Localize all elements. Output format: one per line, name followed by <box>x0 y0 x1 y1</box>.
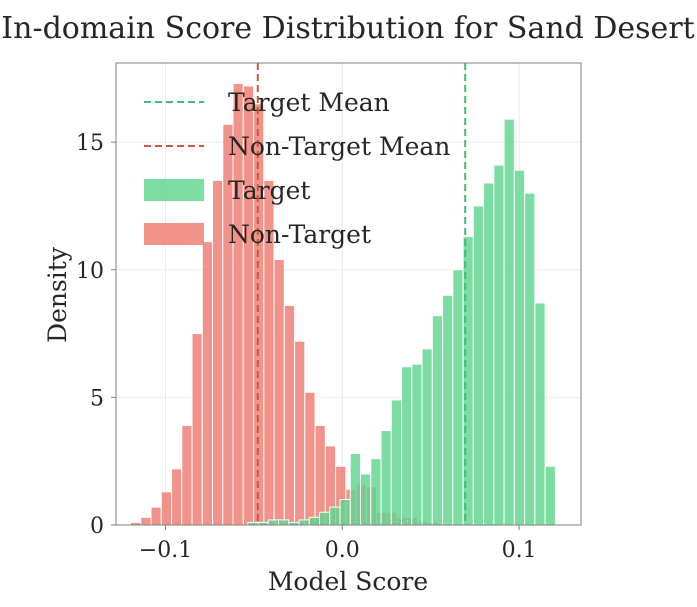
plot-frame <box>115 62 582 526</box>
target-bar <box>442 294 454 526</box>
target-bar <box>483 182 495 526</box>
non-target-bar <box>283 304 296 526</box>
non-target-legend-patch <box>144 223 204 245</box>
non-target-bar <box>171 468 183 526</box>
target-bar <box>298 519 310 526</box>
non-target-bar <box>201 241 214 526</box>
non-target-bar <box>294 340 306 526</box>
non-target-bar <box>212 179 224 526</box>
target-legend-patch <box>144 179 204 201</box>
target-bar <box>360 473 372 526</box>
target-bar <box>277 519 290 526</box>
target-bar <box>421 348 433 526</box>
target-bar <box>524 192 536 526</box>
x-tick-label: 0.1 <box>502 538 537 563</box>
target-bar <box>319 511 331 526</box>
non-target-bar <box>150 506 162 526</box>
target-bar <box>380 430 392 526</box>
non-target-bar <box>160 491 173 526</box>
target-bar <box>431 315 444 526</box>
non-target-bar <box>314 424 326 526</box>
target-bar <box>452 269 464 526</box>
x-axis-label: Model Score <box>268 567 428 596</box>
target-bar <box>544 465 556 526</box>
x-tick-label: 0.0 <box>325 538 360 563</box>
target-bar <box>534 302 546 526</box>
target-bar <box>472 205 485 526</box>
non-target-bar <box>140 516 152 526</box>
mean-lines <box>256 63 467 525</box>
y-tick-label: 10 <box>76 259 104 284</box>
target-bar <box>513 169 526 526</box>
non-target-bar <box>181 424 193 526</box>
target-bar <box>493 164 505 526</box>
non-target-bar <box>273 259 285 526</box>
y-axis-ticks: 0 5 10 15 <box>76 131 116 539</box>
target-bar <box>401 366 413 526</box>
target-bar <box>411 363 423 526</box>
x-tick-label: −0.1 <box>139 538 192 563</box>
legend-label: Non-Target Mean <box>228 132 450 161</box>
y-tick-label: 0 <box>90 514 104 539</box>
target-bar <box>308 516 321 526</box>
non-target-bar <box>191 333 203 526</box>
non-target-bars <box>129 82 449 526</box>
non-target-bar <box>304 391 316 526</box>
target-bar <box>503 118 515 526</box>
target-bar <box>329 506 341 526</box>
y-axis-label: Density <box>43 246 72 343</box>
target-bar <box>349 453 362 526</box>
x-axis-ticks: −0.1 0.0 0.1 <box>139 525 537 563</box>
target-bar <box>339 498 351 526</box>
target-bar <box>370 458 382 526</box>
chart-title: In-domain Score Distribution for Sand De… <box>1 11 694 46</box>
y-tick-label: 15 <box>76 131 104 156</box>
legend-label: Target <box>228 176 310 205</box>
target-bar <box>390 399 403 526</box>
legend-label: Target Mean <box>228 88 390 117</box>
legend-label: Non-Target <box>228 220 371 249</box>
y-tick-label: 5 <box>90 386 104 411</box>
target-bar <box>267 519 279 526</box>
legend: Target Mean Non-Target Mean Target Non-Targ… <box>144 88 450 249</box>
target-bars <box>247 118 556 526</box>
